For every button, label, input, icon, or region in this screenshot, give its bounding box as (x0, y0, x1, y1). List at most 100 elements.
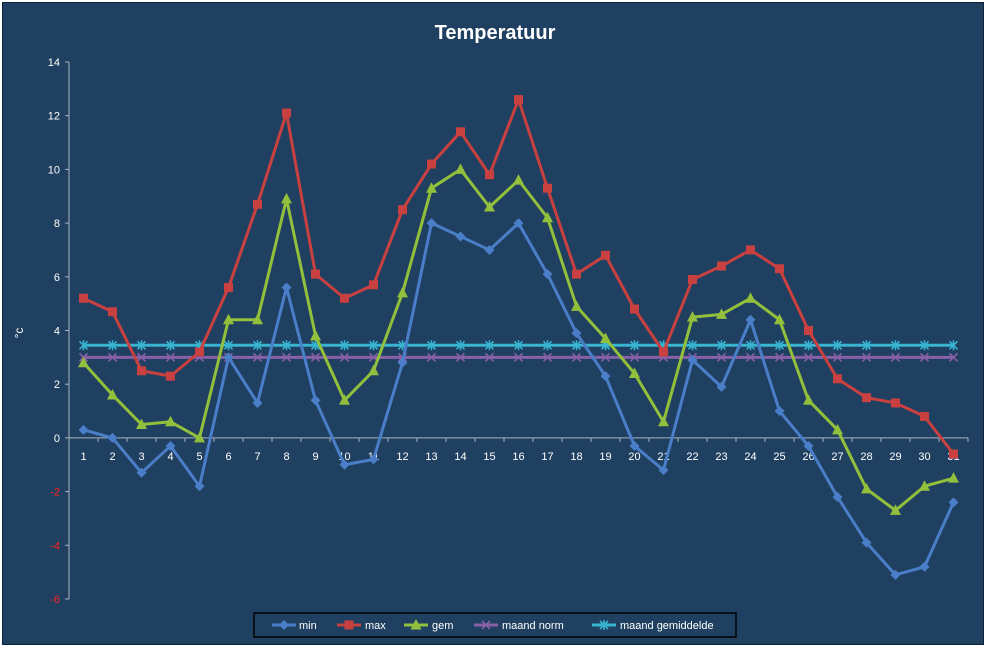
x-tick-label: 18 (570, 451, 582, 463)
data-point (543, 183, 552, 193)
data-point (542, 211, 553, 223)
x-tick-label: 23 (715, 451, 727, 463)
data-point (658, 465, 669, 476)
data-point (861, 352, 872, 362)
data-point (426, 352, 437, 362)
data-point (948, 340, 959, 351)
data-point (136, 418, 147, 429)
data-point (774, 352, 785, 362)
series-min (78, 218, 959, 580)
data-point (832, 423, 843, 435)
data-point (339, 459, 350, 470)
data-point (427, 159, 436, 169)
data-point (455, 352, 466, 362)
data-point (136, 340, 147, 351)
data-point (832, 491, 843, 502)
data-point (368, 364, 379, 376)
data-point (485, 170, 494, 180)
data-point (803, 394, 814, 405)
x-tick-label: 2 (109, 451, 115, 463)
data-point (571, 328, 582, 339)
data-point (833, 374, 842, 384)
data-point (455, 163, 466, 174)
data-point (281, 340, 292, 351)
data-point (397, 357, 408, 368)
x-tick-label: 13 (425, 451, 437, 463)
data-point (919, 561, 930, 572)
data-point (600, 352, 611, 362)
data-point (659, 347, 668, 357)
y-tick-label: 14 (48, 57, 60, 69)
legend-label: max (365, 620, 386, 632)
data-point (165, 352, 176, 362)
legend: min max gem maand norm maand gemiddelde (253, 612, 737, 638)
data-point (165, 340, 176, 351)
data-point (108, 307, 117, 317)
y-tick-label: -4 (50, 540, 60, 552)
data-point (194, 431, 205, 443)
data-point (344, 620, 354, 630)
y-axis-label: °c (12, 328, 26, 339)
x-tick-label: 20 (628, 451, 640, 463)
data-point (310, 352, 321, 362)
data-point (397, 286, 408, 298)
legend-item: max (337, 620, 386, 632)
series-max (79, 95, 958, 459)
data-point (716, 352, 727, 362)
x-tick-label: 5 (196, 451, 202, 463)
x-tick-label: 16 (512, 451, 524, 463)
data-point (426, 340, 437, 351)
x-tick-label: 9 (312, 451, 318, 463)
data-point (484, 340, 495, 351)
x-tick-label: 25 (773, 451, 785, 463)
data-point (340, 293, 349, 303)
data-point (368, 340, 379, 351)
y-tick-label: 12 (48, 111, 60, 123)
data-point (107, 340, 118, 351)
data-point (513, 218, 524, 229)
x-tick-label: 15 (483, 451, 495, 463)
legend-item: maand norm (474, 620, 564, 632)
legend-label: min (299, 620, 317, 632)
data-point (223, 340, 234, 351)
data-point (223, 352, 234, 363)
data-point (78, 356, 89, 368)
data-point (223, 313, 234, 325)
data-point (716, 381, 727, 392)
data-point (658, 415, 669, 427)
data-point (948, 352, 959, 362)
data-point (948, 497, 959, 508)
data-point (600, 332, 611, 344)
data-point (398, 205, 407, 215)
data-point (542, 269, 553, 280)
data-point (282, 108, 291, 118)
x-tick-label: 29 (889, 451, 901, 463)
data-point (803, 352, 814, 362)
data-point (919, 340, 930, 351)
data-point (107, 352, 118, 362)
x-tick-label: 30 (918, 451, 930, 463)
legend-label: gem (432, 620, 453, 632)
data-point (774, 406, 785, 417)
y-tick-label: 2 (54, 379, 60, 391)
y-tick-label: 6 (54, 272, 60, 284)
data-point (890, 352, 901, 362)
data-point (165, 440, 176, 451)
data-point (281, 352, 292, 362)
data-point (484, 244, 495, 255)
data-point (136, 467, 147, 478)
data-point (484, 352, 495, 362)
x-tick-label: 28 (860, 451, 872, 463)
data-point (339, 394, 350, 405)
data-point (600, 371, 611, 382)
x-tick-label: 17 (541, 451, 553, 463)
data-point (311, 269, 320, 279)
x-tick-label: 19 (599, 451, 611, 463)
y-tick-label: 10 (48, 164, 60, 176)
data-point (339, 340, 350, 351)
data-point (803, 340, 814, 351)
data-point (601, 250, 610, 260)
data-point (194, 481, 205, 492)
data-point (481, 620, 491, 630)
